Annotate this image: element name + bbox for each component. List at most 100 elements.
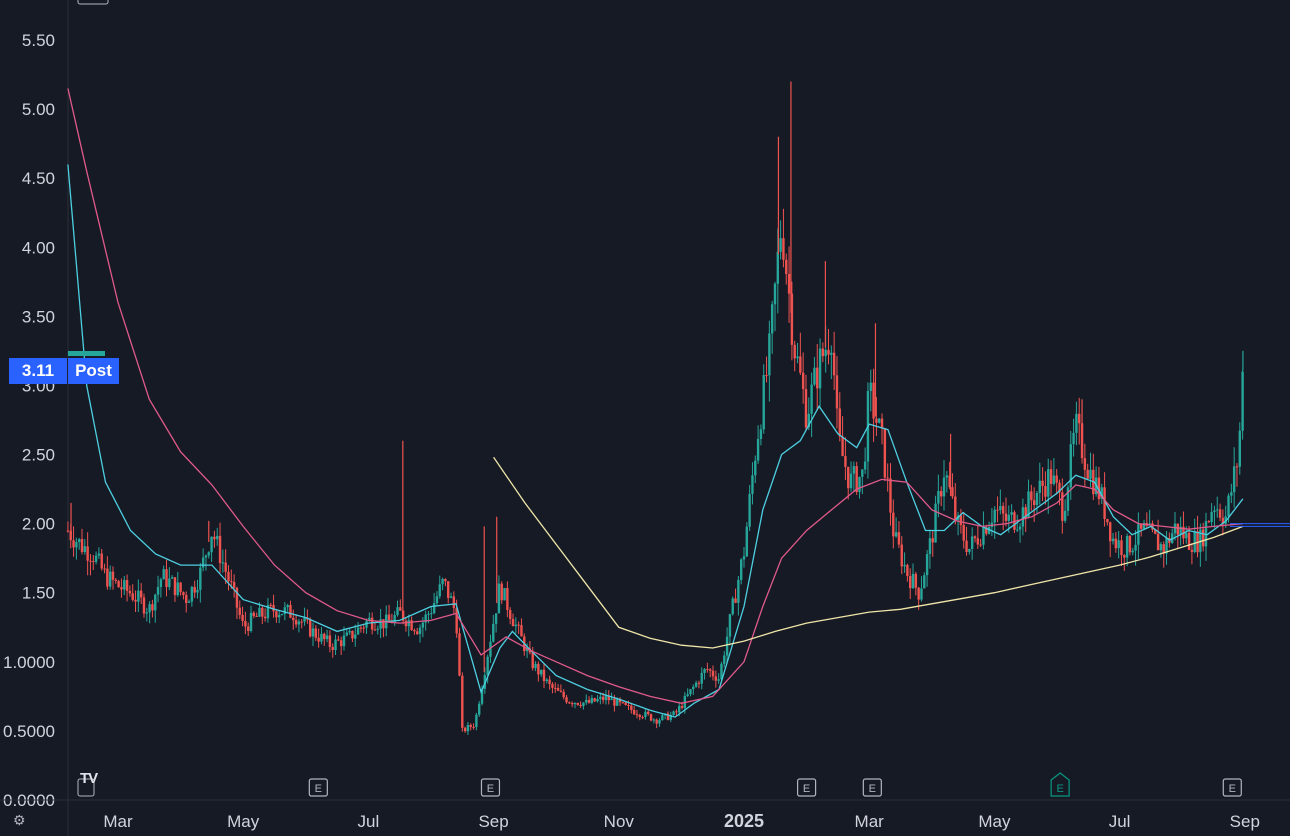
candle-body	[1078, 413, 1081, 424]
earnings-marker-box	[1222, 778, 1242, 797]
candle-body	[1001, 506, 1005, 514]
candle	[897, 521, 901, 548]
candle-body	[689, 689, 692, 695]
candle	[106, 556, 109, 590]
candle-body	[703, 669, 706, 673]
earnings-marker[interactable]: E	[1222, 778, 1242, 797]
candle	[669, 711, 672, 723]
candle-body	[1224, 516, 1227, 524]
candle-body	[165, 569, 168, 588]
candle	[452, 591, 456, 615]
candle	[520, 618, 523, 637]
y-tick-label: 3.50	[22, 307, 55, 326]
candle-body	[1230, 492, 1233, 496]
candle	[379, 608, 382, 639]
candle	[754, 455, 757, 484]
top-marker-box[interactable]	[77, 0, 109, 5]
candle-body	[976, 538, 980, 545]
candle-body	[573, 702, 577, 705]
candle-body	[770, 304, 774, 334]
candle-body	[148, 604, 151, 613]
candle-body	[537, 663, 540, 675]
left-marker-box[interactable]	[77, 778, 95, 797]
candle	[1001, 502, 1005, 531]
candle-body	[892, 512, 895, 537]
candle-body	[539, 669, 543, 675]
candle-body	[672, 711, 675, 715]
candle-body	[923, 575, 926, 589]
candle	[182, 591, 185, 600]
candle	[75, 537, 78, 560]
candle	[1159, 541, 1163, 558]
price-axis[interactable]: 5.505.004.504.003.503.002.502.001.501.00…	[3, 0, 69, 836]
candle-body	[125, 580, 129, 591]
candle	[883, 427, 887, 482]
candle-body	[954, 496, 957, 520]
candle-body	[511, 618, 515, 627]
candle-body	[1083, 458, 1087, 470]
candle	[193, 580, 196, 598]
candle	[438, 575, 441, 599]
candle-body	[139, 590, 143, 598]
candle-body	[928, 538, 932, 555]
candle	[765, 356, 768, 383]
earnings-marker[interactable]: E	[308, 778, 328, 797]
candle	[311, 622, 315, 647]
earnings-marker[interactable]: E	[862, 778, 882, 797]
candle	[562, 689, 565, 700]
candle-body	[773, 283, 777, 305]
candle-body	[816, 367, 819, 389]
y-tick-label: 1.50	[22, 584, 55, 603]
candle-body	[835, 375, 839, 409]
tradingview-logo-icon[interactable]: TV	[80, 770, 98, 787]
gear-icon[interactable]: ⚙	[13, 812, 26, 828]
candle-body	[706, 669, 709, 671]
candle	[1165, 530, 1168, 565]
candle-body	[934, 503, 937, 543]
candle	[218, 522, 222, 573]
candle	[297, 619, 301, 633]
candle	[928, 529, 932, 569]
candle	[283, 602, 287, 621]
candle	[539, 669, 543, 677]
candle	[801, 352, 805, 404]
candle-body	[1196, 531, 1199, 553]
candle	[672, 710, 675, 716]
candle	[131, 584, 134, 602]
candle-body	[489, 641, 492, 657]
candle-body	[666, 713, 670, 720]
earnings-marker[interactable]: E	[480, 778, 501, 797]
time-axis[interactable]: Mar May Jul Sep Nov 2025 Mar May Jul Sep	[0, 799, 1290, 831]
candle	[982, 511, 985, 550]
candle	[286, 603, 289, 612]
candle	[827, 329, 830, 365]
candle	[221, 549, 225, 573]
candle-body	[937, 490, 940, 504]
earnings-marker[interactable]: E	[796, 778, 817, 797]
candle-body	[1190, 549, 1194, 552]
candle-body	[745, 526, 749, 557]
candle	[416, 627, 419, 636]
candle-body	[818, 348, 822, 389]
candle	[376, 625, 379, 635]
candle-body	[241, 614, 244, 621]
candle-body	[1010, 512, 1013, 515]
candle	[731, 596, 734, 616]
earnings-marker-label: E	[1056, 783, 1063, 795]
candle-body	[1032, 500, 1036, 506]
y-tick-label: 1.0000	[3, 653, 55, 672]
candle-body	[618, 698, 622, 703]
candle-body	[410, 620, 413, 631]
candle	[362, 625, 365, 634]
candle	[280, 613, 284, 616]
candle-body	[463, 727, 467, 732]
candle-body	[776, 251, 780, 284]
candle-body	[430, 613, 433, 615]
candle-body	[1125, 535, 1129, 558]
candle	[816, 344, 819, 411]
candle	[830, 345, 833, 380]
candle	[751, 462, 754, 505]
earnings-marker[interactable]: E	[1050, 772, 1070, 797]
